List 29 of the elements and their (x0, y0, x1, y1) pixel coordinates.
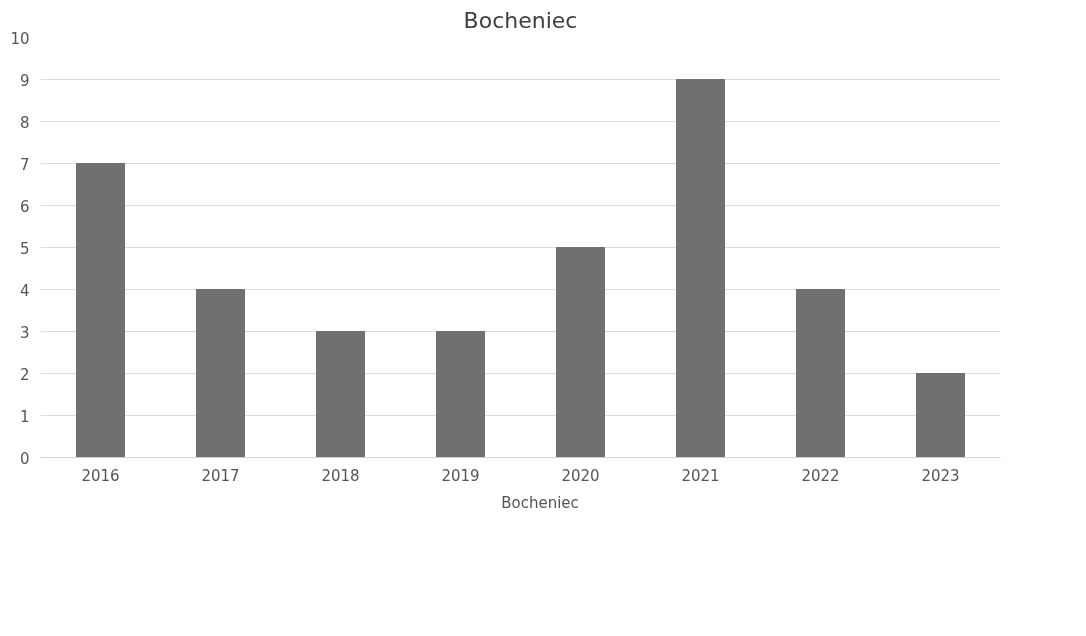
y-tick-label: 8 (19, 113, 30, 132)
chart-title: Bocheniec (463, 7, 578, 33)
bar (76, 163, 125, 458)
x-tick-label: 2018 (321, 466, 360, 485)
x-tick-label: 2020 (561, 466, 600, 485)
y-tick-label: 10 (10, 29, 30, 48)
y-tick-label: 4 (19, 281, 30, 300)
bar (916, 373, 965, 458)
x-tick-label: 2017 (201, 466, 240, 485)
y-tick-label: 5 (19, 239, 30, 258)
y-tick-label: 7 (19, 155, 30, 174)
bar (316, 331, 365, 458)
bar (196, 289, 245, 458)
bar (676, 79, 725, 458)
x-tick-label: 2023 (921, 466, 960, 485)
y-tick-label: 6 (19, 197, 30, 216)
x-tick-label: 2019 (441, 466, 480, 485)
x-tick-label: 2022 (801, 466, 840, 485)
text: Bocheniec (501, 494, 579, 512)
y-tick-label: 9 (19, 71, 30, 90)
bar (436, 331, 485, 458)
bar (796, 289, 845, 458)
y-tick-label: 2 (19, 365, 30, 384)
bar (556, 247, 605, 458)
y-tick-label: 3 (19, 323, 30, 342)
y-tick-label: 1 (19, 407, 30, 426)
y-tick-label: 0 (19, 449, 30, 468)
x-tick-label: 2021 (681, 466, 720, 485)
x-tick-label: 2016 (81, 466, 120, 485)
